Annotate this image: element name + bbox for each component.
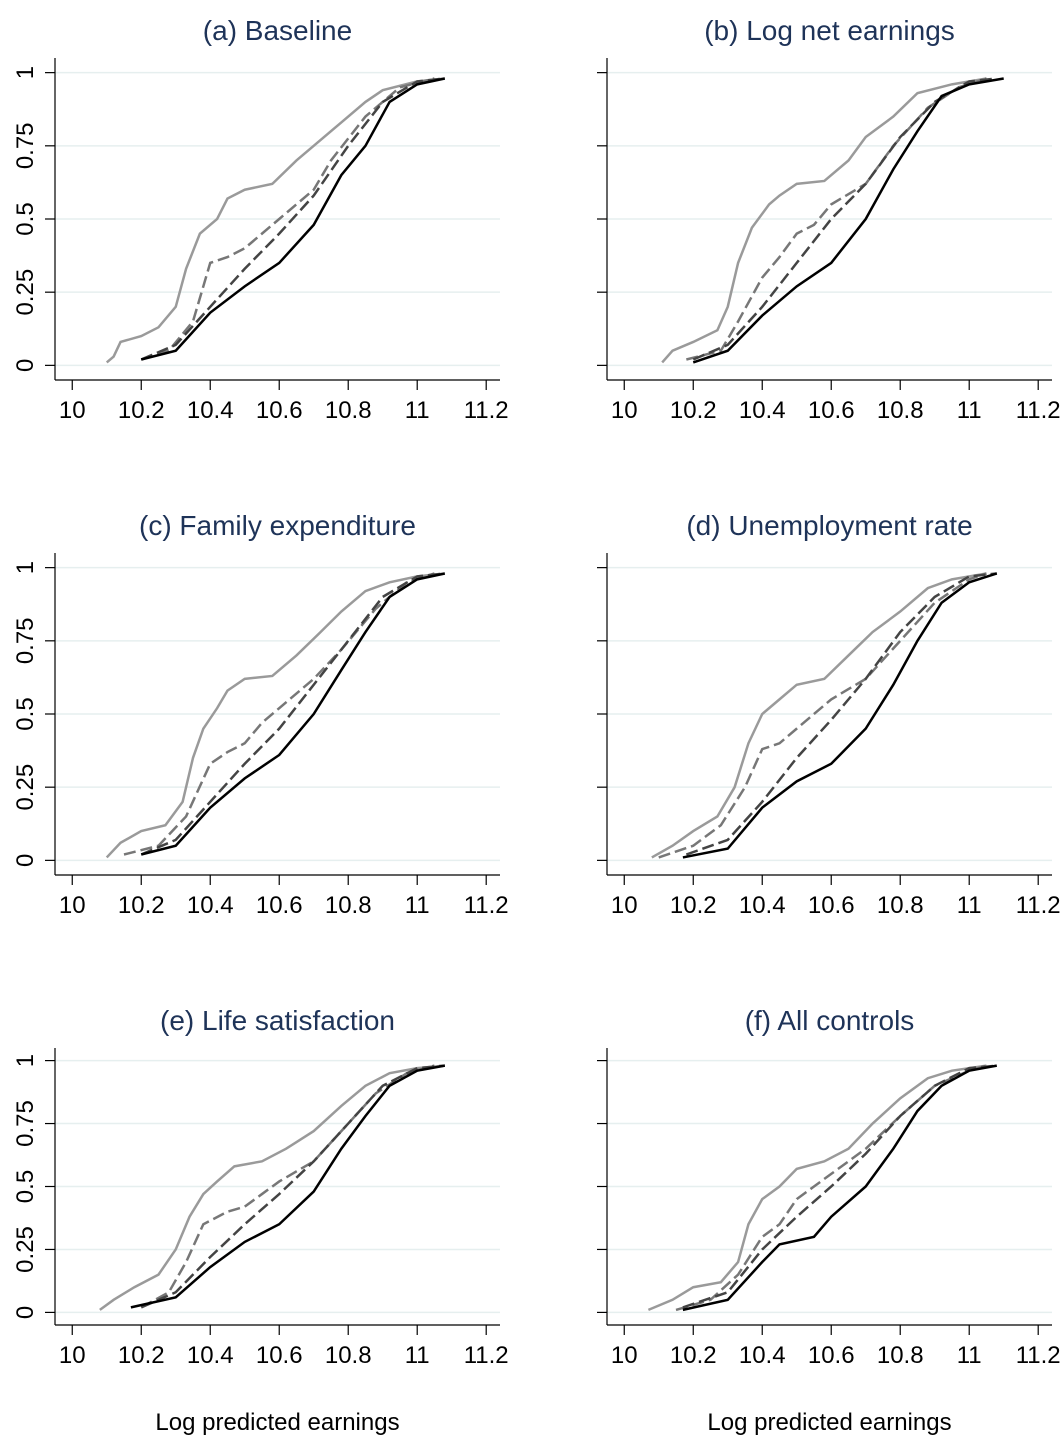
x-axis-label: Log predicted earnings bbox=[707, 1409, 951, 1436]
panel-title: (a) Baseline bbox=[203, 15, 352, 46]
x-tick-label: 10.2 bbox=[118, 1342, 165, 1369]
y-tick-label: 0.5 bbox=[12, 202, 39, 235]
x-tick-label: 10.8 bbox=[877, 397, 924, 424]
x-tick-label: 11 bbox=[405, 892, 430, 919]
panel-title: (e) Life satisfaction bbox=[160, 1005, 395, 1036]
cdf-line bbox=[140, 77, 435, 361]
cdf-line bbox=[682, 572, 998, 859]
panel-title: (d) Unemployment rate bbox=[686, 510, 972, 541]
x-tick-label: 10.2 bbox=[118, 892, 165, 919]
x-tick-label: 11.2 bbox=[1016, 892, 1061, 919]
x-tick-label: 11 bbox=[405, 1342, 430, 1369]
y-tick-label: 1 bbox=[12, 561, 39, 574]
y-tick-label: 0 bbox=[12, 359, 39, 372]
x-tick-label: 10 bbox=[611, 397, 638, 424]
cdf-line bbox=[105, 572, 445, 859]
x-tick-label: 11 bbox=[957, 397, 982, 424]
cdf-line bbox=[140, 1064, 435, 1309]
cdf-line bbox=[130, 1064, 446, 1309]
y-tick-label: 0.75 bbox=[12, 617, 39, 664]
cdf-line bbox=[661, 77, 987, 364]
x-tick-label: 10.6 bbox=[808, 892, 855, 919]
x-tick-label: 10.8 bbox=[877, 892, 924, 919]
x-tick-label: 10.6 bbox=[808, 1342, 855, 1369]
x-tick-label: 10.6 bbox=[256, 892, 303, 919]
cdf-line bbox=[682, 1064, 998, 1312]
y-tick-label: 0.75 bbox=[12, 1100, 39, 1147]
panel-title: (f) All controls bbox=[745, 1005, 915, 1036]
y-tick-label: 1 bbox=[12, 66, 39, 79]
panel-title: (c) Family expenditure bbox=[139, 510, 416, 541]
panel-title: (b) Log net earnings bbox=[704, 15, 955, 46]
x-tick-label: 11.2 bbox=[1016, 1342, 1061, 1369]
x-tick-label: 10.2 bbox=[670, 1342, 717, 1369]
x-tick-label: 10.6 bbox=[256, 397, 303, 424]
x-tick-label: 10.2 bbox=[118, 397, 165, 424]
y-tick-label: 0 bbox=[12, 1306, 39, 1319]
x-tick-label: 11.2 bbox=[464, 1342, 509, 1369]
x-tick-label: 11 bbox=[957, 1342, 982, 1369]
y-tick-label: 0.25 bbox=[12, 269, 39, 316]
cdf-line bbox=[140, 77, 445, 361]
cdf-line bbox=[647, 1064, 987, 1312]
x-tick-label: 10.4 bbox=[187, 892, 234, 919]
cdf-line bbox=[123, 572, 435, 856]
cdf-line bbox=[140, 572, 446, 856]
y-tick-label: 0.5 bbox=[12, 1170, 39, 1203]
x-tick-label: 10 bbox=[611, 1342, 638, 1369]
x-tick-label: 10.8 bbox=[325, 1342, 372, 1369]
cdf-line bbox=[651, 572, 987, 859]
x-tick-label: 10.4 bbox=[739, 1342, 786, 1369]
x-tick-label: 10.8 bbox=[325, 892, 372, 919]
x-tick-label: 11 bbox=[405, 397, 430, 424]
x-tick-label: 10.2 bbox=[670, 892, 717, 919]
cdf-line bbox=[140, 572, 445, 856]
x-tick-label: 10.2 bbox=[670, 397, 717, 424]
cdf-line bbox=[140, 77, 446, 361]
x-tick-label: 10.4 bbox=[187, 1342, 234, 1369]
y-tick-label: 0.5 bbox=[12, 697, 39, 730]
x-tick-label: 10.6 bbox=[256, 1342, 303, 1369]
cdf-line bbox=[140, 1064, 445, 1309]
x-tick-label: 11.2 bbox=[464, 892, 509, 919]
y-tick-label: 0.25 bbox=[12, 764, 39, 811]
cdf-line bbox=[692, 77, 1004, 364]
y-tick-label: 0.25 bbox=[12, 1226, 39, 1273]
y-tick-label: 0.75 bbox=[12, 122, 39, 169]
cdf-line bbox=[658, 572, 987, 859]
x-tick-label: 10.8 bbox=[877, 1342, 924, 1369]
x-tick-label: 10 bbox=[59, 397, 86, 424]
x-tick-label: 11 bbox=[957, 892, 982, 919]
y-tick-label: 0 bbox=[12, 854, 39, 867]
x-tick-label: 11.2 bbox=[464, 397, 509, 424]
x-tick-label: 10.4 bbox=[739, 397, 786, 424]
x-tick-label: 10.8 bbox=[325, 397, 372, 424]
x-tick-label: 10.4 bbox=[739, 892, 786, 919]
x-tick-label: 10 bbox=[611, 892, 638, 919]
cdf-line bbox=[99, 1064, 445, 1311]
y-tick-label: 1 bbox=[12, 1054, 39, 1067]
cdf-line bbox=[682, 1064, 997, 1309]
x-axis-label: Log predicted earnings bbox=[155, 1409, 399, 1436]
x-tick-label: 10 bbox=[59, 1342, 86, 1369]
x-tick-label: 10 bbox=[59, 892, 86, 919]
x-tick-label: 11.2 bbox=[1016, 397, 1061, 424]
cdf-line bbox=[105, 77, 445, 364]
cdf-line bbox=[685, 572, 997, 856]
x-tick-label: 10.4 bbox=[187, 397, 234, 424]
x-tick-label: 10.6 bbox=[808, 397, 855, 424]
